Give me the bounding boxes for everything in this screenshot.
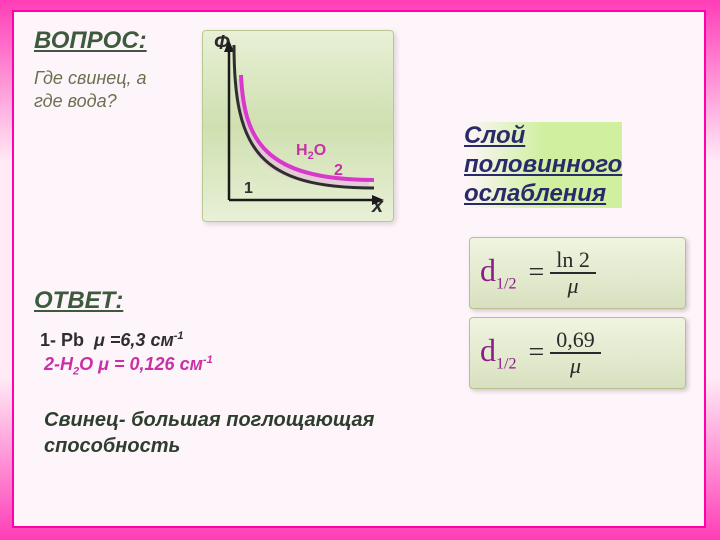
half-layer-title: Слой половинного ослабления bbox=[464, 122, 622, 208]
curve-1 bbox=[234, 45, 374, 188]
curve-2-number: 2 bbox=[334, 162, 343, 180]
conclusion-text: Свинец- большая поглощающая способность bbox=[44, 407, 374, 459]
formula-069: d1/2 = 0,69 μ bbox=[469, 317, 686, 389]
question-label: ВОПРОС: bbox=[34, 27, 147, 55]
formula-ln2: d1/2 = ln 2 μ bbox=[469, 237, 686, 309]
curve-1-number: 1 bbox=[244, 180, 253, 198]
curve-2 bbox=[241, 75, 374, 180]
chart-svg bbox=[209, 40, 384, 215]
answer-pb: 1- Pb μ =6,3 см-1 bbox=[40, 330, 184, 351]
answer-label: ОТВЕТ: bbox=[34, 287, 123, 315]
answer-h2o: 2-H2O μ = 0,126 см-1 bbox=[44, 354, 213, 378]
slide-frame: ВОПРОС: Где свинец, а где вода? Ф x H2O … bbox=[12, 10, 706, 528]
curve-h2o-label: H2O bbox=[296, 142, 326, 162]
subquestion-text: Где свинец, а где вода? bbox=[34, 67, 147, 114]
